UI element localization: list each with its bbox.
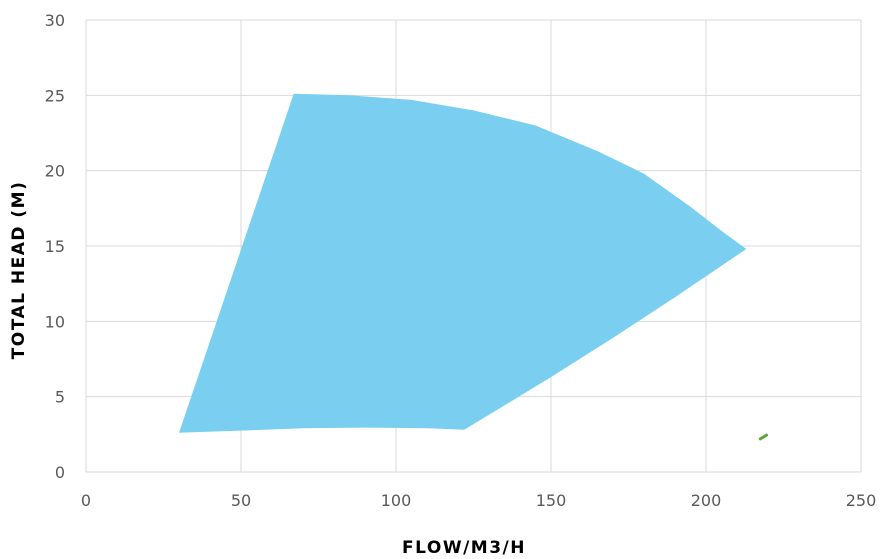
y-tick-label: 10: [45, 312, 65, 331]
plot-area: [179, 93, 768, 441]
y-axis-ticks: 0 5 10 15 20 25 30: [45, 11, 65, 482]
y-tick-label: 5: [55, 388, 65, 407]
x-tick-label: 200: [691, 491, 722, 510]
y-tick-label: 25: [45, 86, 65, 105]
y-tick-label: 15: [45, 237, 65, 256]
y-tick-label: 20: [45, 162, 65, 181]
x-tick-label: 100: [381, 491, 412, 510]
operating-range-area: [179, 93, 747, 433]
y-tick-label: 30: [45, 11, 65, 30]
x-tick-label: 0: [81, 491, 91, 510]
x-tick-label: 250: [846, 491, 877, 510]
y-axis-title: TOTAL HEAD (M): [9, 181, 29, 360]
x-axis-ticks: 0 50 100 150 200 250: [81, 491, 876, 510]
series-line-1: [758, 433, 768, 441]
x-tick-label: 150: [536, 491, 567, 510]
x-axis-title: FLOW/M3/H: [402, 538, 526, 558]
y-tick-label: 0: [55, 463, 65, 482]
x-tick-label: 50: [231, 491, 251, 510]
